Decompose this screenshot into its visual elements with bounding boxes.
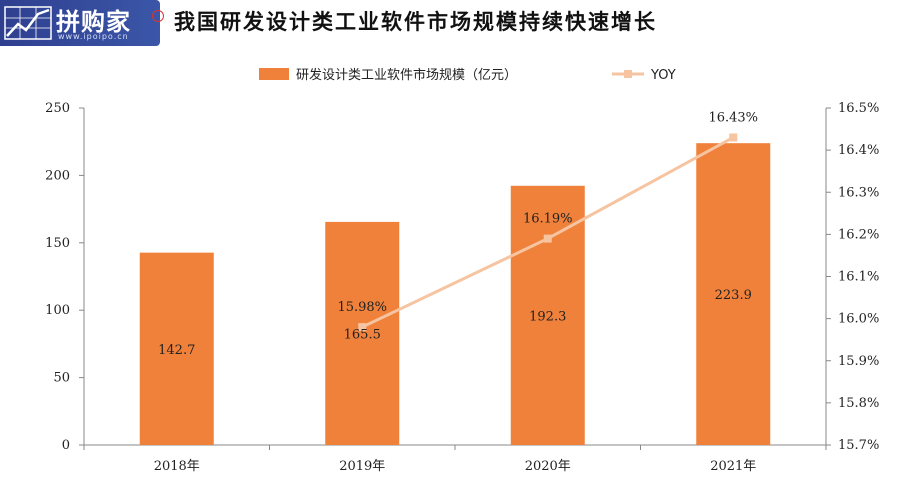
logo-text: 拼购家 xyxy=(56,8,131,36)
bar-data-label: 223.9 xyxy=(715,288,752,303)
x-tick-label: 2018年 xyxy=(154,459,200,474)
registered-icon xyxy=(152,10,164,22)
x-tick-label: 2019年 xyxy=(339,459,385,474)
y-tick-label-right: 16.2% xyxy=(838,227,879,242)
bar-data-label: 192.3 xyxy=(529,309,566,324)
y-tick-label-right: 16.5% xyxy=(838,101,879,116)
y-tick-label-right: 16.3% xyxy=(838,185,879,200)
x-tick-label: 2020年 xyxy=(525,459,571,474)
yoy-data-label: 15.98% xyxy=(337,300,387,315)
legend-label-line: YOY xyxy=(650,68,676,83)
bar-data-label: 142.7 xyxy=(158,343,195,358)
y-tick-label-left: 250 xyxy=(45,101,70,116)
legend-label-bar: 研发设计类工业软件市场规模（亿元） xyxy=(296,67,517,83)
y-tick-label-left: 150 xyxy=(45,236,70,251)
yoy-point xyxy=(358,323,367,332)
logo: 拼购家 www.ipoipo.cn xyxy=(0,0,160,46)
page-title: 我国研发设计类工业软件市场规模持续快速增长 xyxy=(174,9,657,34)
y-tick-label-right: 15.8% xyxy=(838,396,879,411)
y-tick-label-right: 15.9% xyxy=(838,354,879,369)
yoy-data-label: 16.43% xyxy=(708,110,758,125)
bar xyxy=(696,143,771,445)
bar xyxy=(510,185,585,445)
y-tick-label-right: 16.0% xyxy=(838,312,879,327)
bar-data-label: 165.5 xyxy=(344,327,381,342)
legend-swatch-marker xyxy=(624,70,632,78)
y-tick-label-left: 100 xyxy=(45,303,70,318)
logo-url: www.ipoipo.cn xyxy=(58,32,129,41)
legend-swatch-bar xyxy=(259,68,289,80)
bar xyxy=(325,221,400,445)
y-tick-label-left: 200 xyxy=(45,168,70,183)
y-tick-label-left: 0 xyxy=(62,438,70,453)
yoy-point xyxy=(543,234,552,243)
logo-chart-icon xyxy=(4,6,52,40)
y-tick-label-right: 16.4% xyxy=(838,143,879,158)
y-tick-label-right: 16.1% xyxy=(838,270,879,285)
y-tick-label-left: 50 xyxy=(53,371,70,386)
x-tick-label: 2021年 xyxy=(710,459,756,474)
y-tick-label-right: 15.7% xyxy=(838,438,879,453)
bar xyxy=(139,252,214,445)
yoy-data-label: 16.19% xyxy=(523,212,573,227)
yoy-point xyxy=(729,133,738,142)
